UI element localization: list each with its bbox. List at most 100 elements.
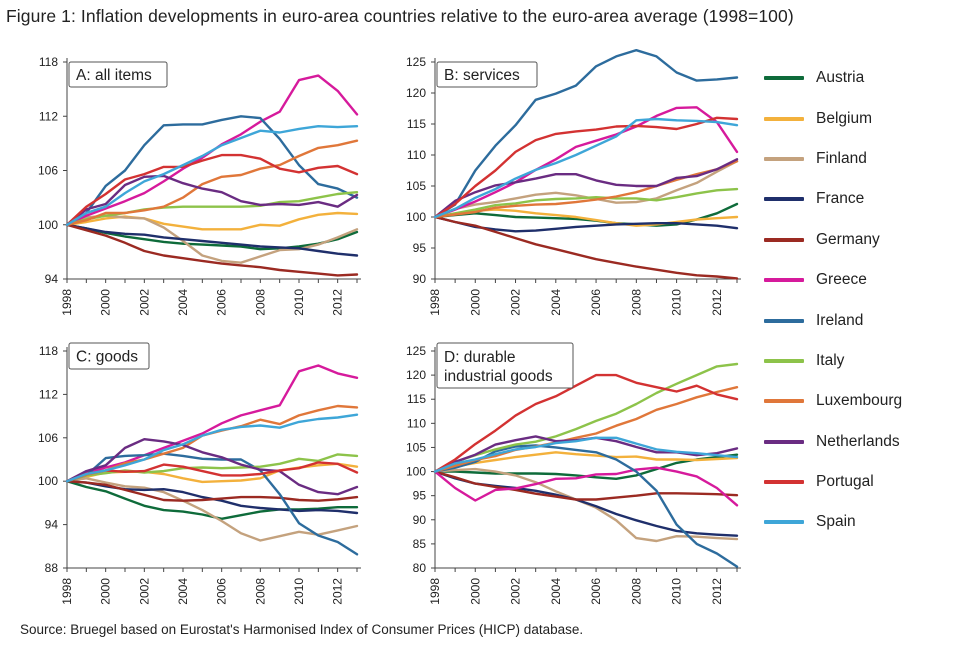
series-line-finland (65, 477, 359, 542)
legend-label: Austria (816, 69, 865, 87)
panel-title-box (436, 342, 574, 389)
y-tick-label: 110 (407, 416, 426, 430)
series-line-france (433, 470, 739, 537)
x-tick-label: 2000 (468, 578, 482, 605)
y-tick-label: 100 (406, 210, 426, 224)
x-tick-label: 2002 (137, 289, 151, 316)
x-tick-label: 1998 (60, 289, 74, 316)
x-tick-label: 2006 (215, 289, 229, 316)
x-tick-label: 2004 (176, 578, 190, 605)
chart-panel-2: 90 95 100 105 110 115 120 125 1998 2000 2002 2004 20… (406, 49, 741, 316)
x-tick-label: 1998 (60, 578, 74, 605)
y-tick-label: 115 (407, 392, 426, 406)
legend-label: Spain (816, 513, 856, 531)
y-tick-label: 105 (406, 179, 426, 193)
legend-swatch (764, 237, 804, 242)
legend-item-luxembourg: Luxembourg (764, 381, 954, 421)
x-tick-label: 1998 (428, 578, 442, 605)
y-tick-label: 90 (413, 272, 427, 286)
legend-label: Ireland (816, 311, 864, 329)
series-line-luxembourg (65, 139, 359, 227)
y-tick-label: 85 (413, 537, 427, 551)
x-tick-label: 2000 (99, 578, 113, 605)
series-line-italy (433, 187, 739, 219)
series-line-finland (65, 214, 359, 264)
y-tick-label: 95 (413, 241, 427, 255)
y-tick-label: 95 (413, 489, 427, 503)
panel-title: D: durable industrial goods (444, 349, 553, 385)
legend-item-finland: Finland (764, 139, 954, 179)
legend-swatch (764, 76, 804, 81)
series-line-netherlands (65, 174, 359, 227)
y-tick-label: 80 (413, 561, 427, 575)
legend-swatch (764, 156, 804, 161)
y-tick-label: 120 (406, 368, 426, 382)
series-line-netherlands (65, 438, 359, 496)
y-tick-label: 94 (45, 272, 59, 286)
legend-swatch (764, 197, 804, 202)
x-tick-label: 2006 (215, 578, 229, 605)
series-line-spain (65, 413, 359, 483)
series-line-greece (433, 466, 739, 507)
legend-label: France (816, 190, 865, 208)
series-line-greece (65, 364, 359, 483)
series-line-austria (433, 202, 739, 227)
panel-title-box (68, 342, 150, 370)
series-line-spain (65, 124, 359, 227)
x-tick-label: 2008 (253, 578, 267, 605)
y-tick-label: 100 (406, 465, 426, 479)
x-tick-label: 2012 (331, 578, 345, 605)
x-tick-label: 2002 (509, 578, 523, 605)
x-tick-label: 2002 (509, 289, 523, 316)
x-tick-label: 2012 (331, 289, 345, 316)
legend-swatch (764, 399, 804, 404)
legend-item-ireland: Ireland (764, 300, 954, 340)
series-line-belgium (433, 451, 739, 473)
legend-swatch (764, 480, 804, 485)
legend-item-netherlands: Netherlands (764, 422, 954, 462)
y-tick-label: 118 (39, 55, 58, 69)
legend-label: Finland (816, 149, 867, 167)
x-tick-label: 2012 (710, 578, 724, 605)
series-line-ireland (433, 49, 739, 219)
x-tick-label: 2000 (99, 289, 113, 316)
series-line-portugal (65, 461, 359, 483)
panel-title-box (68, 61, 168, 88)
x-tick-label: 2000 (468, 289, 482, 316)
legend-item-austria: Austria (764, 58, 954, 98)
figure-source: Source: Bruegel based on Eurostat's Harm… (20, 622, 584, 637)
series-line-germany (65, 480, 359, 502)
legend-item-portugal: Portugal (764, 462, 954, 502)
legend-item-italy: Italy (764, 341, 954, 381)
x-tick-label: 2008 (253, 289, 267, 316)
panel-title: B: services (444, 67, 520, 84)
series-line-germany (433, 215, 739, 280)
legend-item-france: France (764, 179, 954, 219)
x-tick-label: 2004 (176, 289, 190, 316)
x-tick-label: 2010 (292, 578, 306, 605)
series-line-germany (65, 223, 359, 277)
x-tick-label: 2002 (137, 578, 151, 605)
legend-swatch (764, 520, 804, 525)
series-line-spain (433, 117, 739, 219)
y-tick-label: 105 (406, 440, 426, 454)
chart-panel-4: 80 85 90 95 100 105 110 115 120 125 1998 2000 2002 20… (406, 342, 741, 605)
legend-label: Germany (816, 230, 880, 248)
legend-swatch (764, 439, 804, 444)
panel-title: A: all items (76, 67, 152, 84)
y-tick-label: 112 (39, 109, 58, 123)
panel-title: C: goods (76, 349, 138, 366)
y-tick-label: 118 (39, 344, 58, 358)
x-tick-label: 2010 (670, 289, 684, 316)
legend-label: Luxembourg (816, 392, 903, 410)
series-line-germany (433, 470, 739, 501)
y-tick-label: 100 (38, 218, 58, 232)
y-tick-label: 88 (45, 561, 59, 575)
series-line-italy (65, 190, 359, 227)
x-tick-label: 2006 (589, 578, 603, 605)
y-tick-label: 90 (413, 513, 427, 527)
y-tick-label: 125 (406, 55, 426, 69)
y-tick-label: 110 (407, 148, 426, 162)
legend-item-spain: Spain (764, 502, 954, 542)
y-tick-label: 106 (38, 164, 58, 178)
